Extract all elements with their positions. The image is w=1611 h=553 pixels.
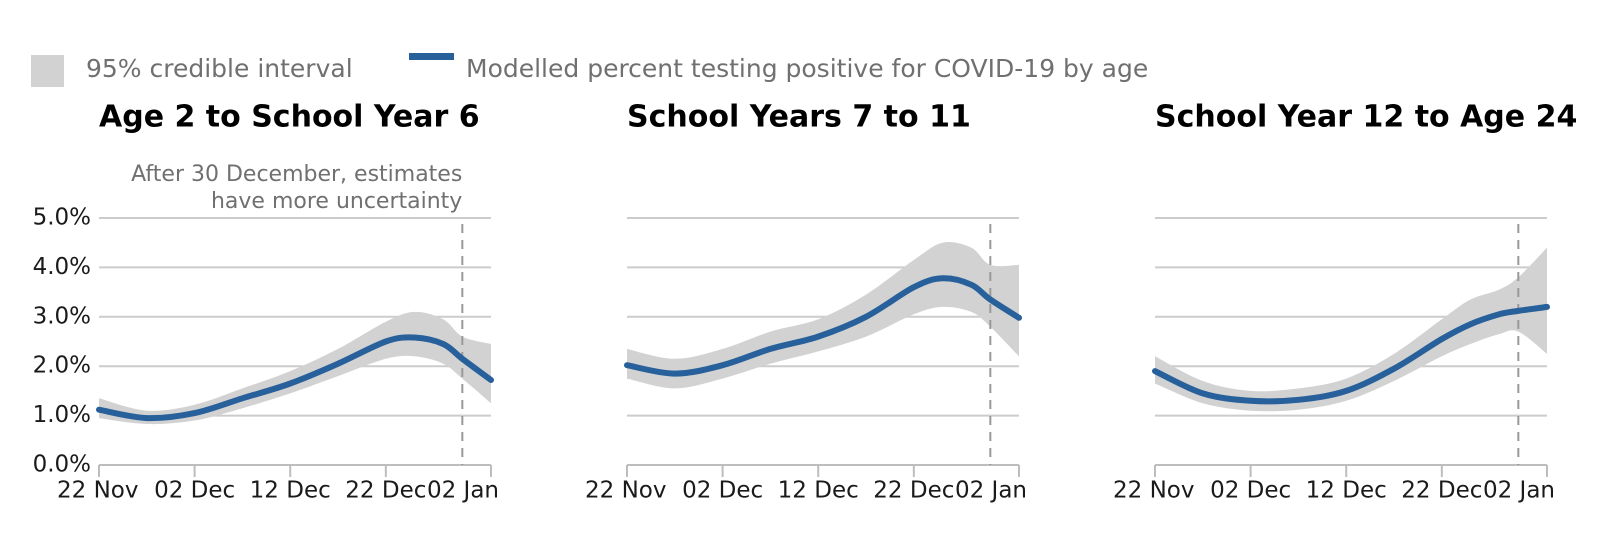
y-tick-label: 0.0%	[33, 452, 91, 478]
credible-interval-band	[99, 311, 491, 425]
x-tick-label: 02 Jan	[955, 478, 1027, 504]
x-tick-label: 12 Dec	[1306, 478, 1387, 504]
x-tick-label: 22 Dec	[1401, 478, 1482, 504]
y-tick-label: 5.0%	[33, 205, 91, 231]
chart-panel-2: School Years 7 to 11 22 Nov 02 Dec 12 Dec 22…	[585, 100, 1027, 504]
y-tick-label: 2.0%	[33, 353, 91, 379]
interval-legend-label: 95% credible interval	[86, 54, 353, 83]
chart-panel-3: School Year 12 to Age 24 22 Nov 02 Dec 12 D…	[1113, 100, 1577, 504]
chart-panel-1: Age 2 to School Year 6 0.0% 1.0% 2.0% 3.0% 4.…	[33, 100, 499, 504]
credible-interval-band	[1155, 247, 1547, 412]
credible-interval-band	[627, 242, 1019, 389]
line-legend-swatch	[409, 53, 454, 60]
annotation-text: After 30 December, estimates	[131, 162, 462, 187]
y-tick-label: 1.0%	[33, 402, 91, 428]
x-tick-label: 12 Dec	[778, 478, 859, 504]
interval-legend-swatch	[31, 55, 64, 87]
y-tick-label: 3.0%	[33, 303, 91, 329]
panel-title: Age 2 to School Year 6	[99, 100, 480, 135]
legend: 95% credible interval Modelled percent t…	[31, 53, 1148, 87]
x-tick-label: 02 Dec	[154, 478, 235, 504]
y-tick-label: 4.0%	[33, 254, 91, 280]
annotation-text: have more uncertainty	[211, 189, 462, 214]
x-tick-label: 02 Jan	[427, 478, 499, 504]
x-tick-label: 22 Dec	[873, 478, 954, 504]
line-legend-label: Modelled percent testing positive for CO…	[466, 54, 1148, 83]
x-tick-label: 22 Nov	[57, 478, 138, 504]
x-tick-label: 02 Jan	[1483, 478, 1555, 504]
x-tick-label: 02 Dec	[682, 478, 763, 504]
x-tick-label: 22 Nov	[585, 478, 666, 504]
chart-panels: Age 2 to School Year 6 0.0% 1.0% 2.0% 3.0% 4.…	[33, 100, 1578, 504]
x-tick-label: 22 Nov	[1113, 478, 1194, 504]
panel-title: School Year 12 to Age 24	[1155, 100, 1577, 135]
x-tick-label: 02 Dec	[1210, 478, 1291, 504]
x-tick-label: 12 Dec	[250, 478, 331, 504]
x-tick-label: 22 Dec	[345, 478, 426, 504]
panel-title: School Years 7 to 11	[627, 100, 971, 135]
